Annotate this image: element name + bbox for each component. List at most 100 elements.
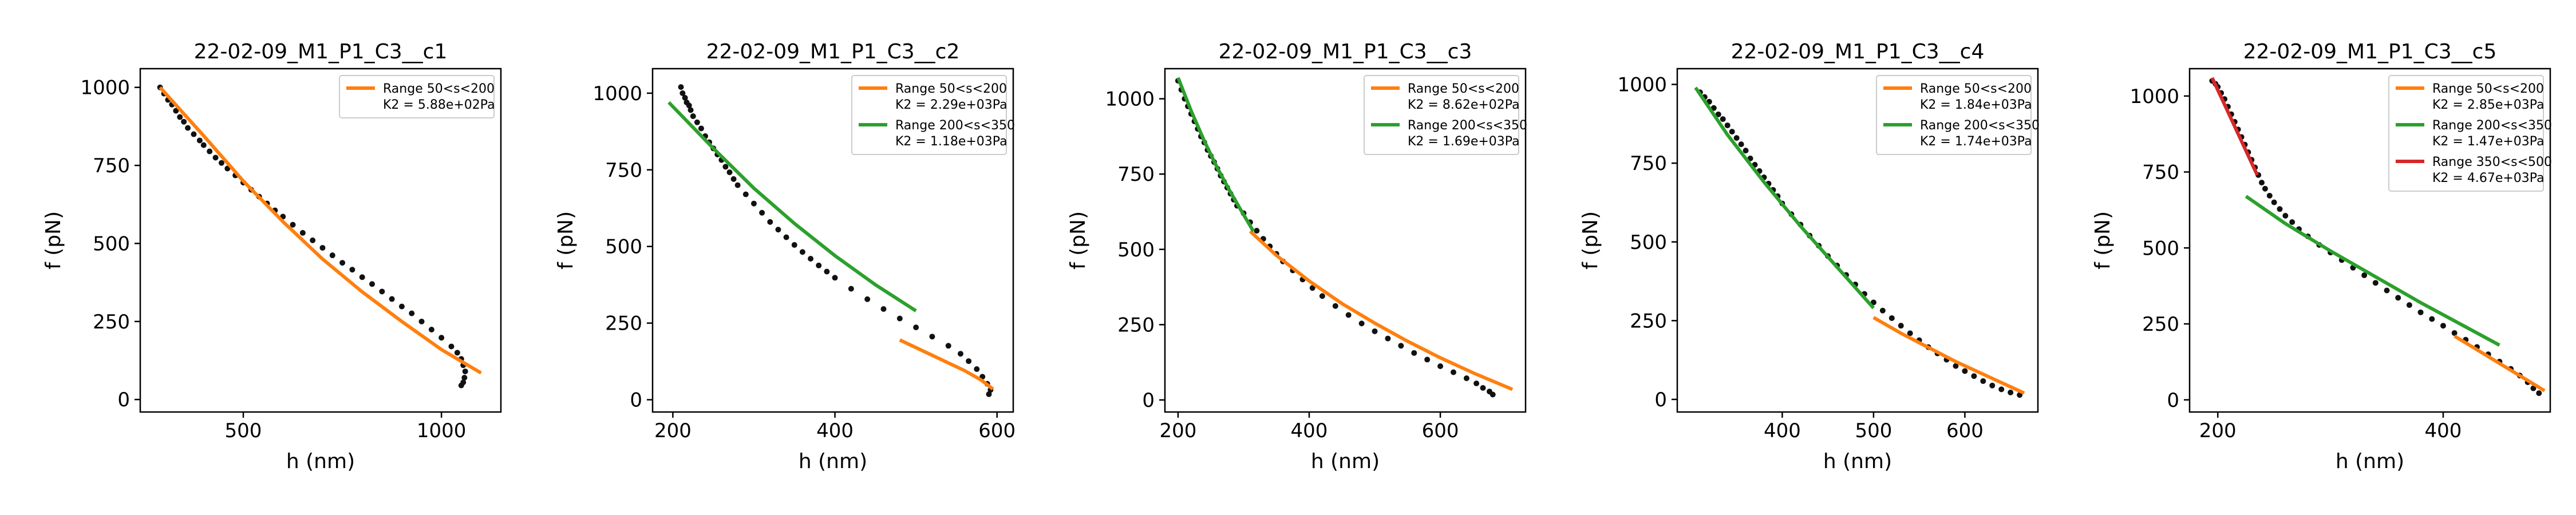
x-axis-label: h (nm) [2336, 450, 2404, 473]
chart-title: 22-02-09_M1_P1_C3__c2 [706, 40, 960, 64]
plot-frame [2188, 68, 2551, 413]
legend: Range 50<s<200 K2 = 1.84e+03Pa Range 200<s… [1876, 75, 2040, 155]
x-tick-label: 200 [654, 419, 692, 442]
data-point [775, 227, 781, 233]
data-point [1309, 285, 1315, 291]
data-point [679, 90, 686, 96]
chart-title: 22-02-09_M1_P1_C3__c4 [1731, 40, 1985, 64]
data-point [212, 154, 219, 161]
data-point [913, 324, 919, 331]
data-point [200, 142, 207, 148]
data-point [1358, 320, 1365, 327]
data-point [1888, 315, 1895, 321]
fit-line-1 [899, 338, 994, 391]
x-axis-label: h (nm) [799, 450, 867, 473]
data-point [173, 108, 179, 114]
legend-entry-detail: K2 = 4.67e+03Pa [2432, 171, 2545, 185]
data-point [1724, 122, 1730, 129]
legend-box [1876, 75, 2032, 155]
data-point [694, 119, 700, 125]
data-point [177, 114, 183, 120]
y-tick-label: 750 [1117, 163, 1155, 186]
legend-box [1364, 75, 1519, 155]
data-point [1729, 129, 1735, 135]
fit-line-2 [1176, 77, 1255, 232]
x-tick-label: 500 [1855, 419, 1892, 442]
chart-title: 22-02-09_M1_P1_C3__c1 [194, 40, 448, 64]
data-point [1715, 111, 1721, 117]
y-tick-label: 500 [1117, 239, 1155, 262]
plot-frame [1164, 68, 1527, 413]
data-point [359, 274, 365, 280]
x-tick-label: 400 [816, 419, 854, 442]
data-point [181, 118, 187, 125]
x-tick-label: 600 [1422, 419, 1459, 442]
y-tick-label: 250 [605, 312, 642, 335]
y-tick-label: 500 [2142, 237, 2179, 260]
legend-entry-name: Range 200<s<350 [2432, 118, 2552, 133]
chart-title: 22-02-09_M1_P1_C3__c3 [1219, 40, 1472, 64]
legend-entry-detail: K2 = 5.88e+02Pa [383, 98, 495, 112]
legend-entry-name: Range 50<s<200 [383, 82, 495, 96]
y-tick-label: 750 [2142, 161, 2179, 184]
data-point [2266, 192, 2273, 199]
data-point [1385, 335, 1391, 342]
legend: Range 50<s<200 K2 = 5.88e+02Pa [339, 75, 495, 118]
x-axis-label: h (nm) [1823, 450, 1892, 473]
fit-line-1 [159, 86, 482, 375]
chart-panel-3: 22-02-09_M1_P1_C3__c3 200 400 600 0 250 500 750… [1066, 40, 1527, 473]
data-point [1254, 228, 1260, 234]
legend-entry-detail: K2 = 1.69e+03Pa [1408, 134, 1520, 149]
y-tick-label: 1000 [592, 82, 642, 105]
data-point [1879, 307, 1886, 314]
fit-line-3 [2210, 77, 2259, 176]
data-point [2017, 392, 2023, 398]
data-point [218, 160, 224, 166]
data-point [185, 125, 191, 131]
data-point [848, 286, 854, 292]
fit-line-2 [667, 101, 917, 312]
plot-frame [1676, 68, 2039, 413]
data-point [1720, 116, 1726, 122]
data-point [1451, 369, 1456, 375]
data-point [2406, 302, 2412, 308]
data-point [1962, 368, 1968, 374]
data-point [191, 131, 197, 137]
y-tick-label: 0 [1142, 389, 1155, 412]
data-point [2361, 272, 2368, 279]
fit-line-1 [1872, 316, 2025, 395]
data-point [986, 391, 992, 397]
data-point [1372, 328, 1378, 334]
data-point [678, 84, 684, 90]
data-point [690, 113, 696, 120]
y-tick-label: 0 [1654, 389, 1667, 411]
data-point [369, 281, 375, 287]
data-point [2440, 323, 2446, 329]
data-point [329, 252, 335, 259]
data-point [2384, 287, 2390, 294]
data-point [824, 268, 830, 275]
legend-entry-detail: K2 = 2.85e+03Pa [2432, 98, 2545, 112]
x-tick-label: 400 [1291, 419, 1328, 442]
data-point [742, 191, 749, 197]
y-axis-label: f (pN) [1066, 211, 1090, 270]
data-point [1332, 303, 1338, 309]
data-point [864, 296, 871, 302]
data-point [454, 350, 460, 356]
chart-panel-4: 22-02-09_M1_P1_C3__c4 400 500 600 0 250 500 750… [1579, 40, 2040, 473]
legend-box [2388, 75, 2544, 192]
data-point [1490, 391, 1496, 398]
legend-box [851, 75, 1007, 155]
data-point [2271, 199, 2277, 205]
data-point [1463, 375, 1469, 382]
data-point [1411, 350, 1417, 356]
legend-entry-detail: K2 = 1.18e+03Pa [895, 134, 1008, 149]
data-point [438, 335, 445, 341]
data-point [759, 209, 765, 216]
data-point [974, 366, 980, 372]
data-point [2277, 206, 2283, 212]
data-point [1437, 363, 1444, 369]
chart-panel-2: 22-02-09_M1_P1_C3__c2 200 400 600 0 250 500 750… [554, 40, 1016, 473]
x-tick-label: 600 [1946, 419, 1984, 442]
fit-line-2 [2245, 195, 2500, 347]
